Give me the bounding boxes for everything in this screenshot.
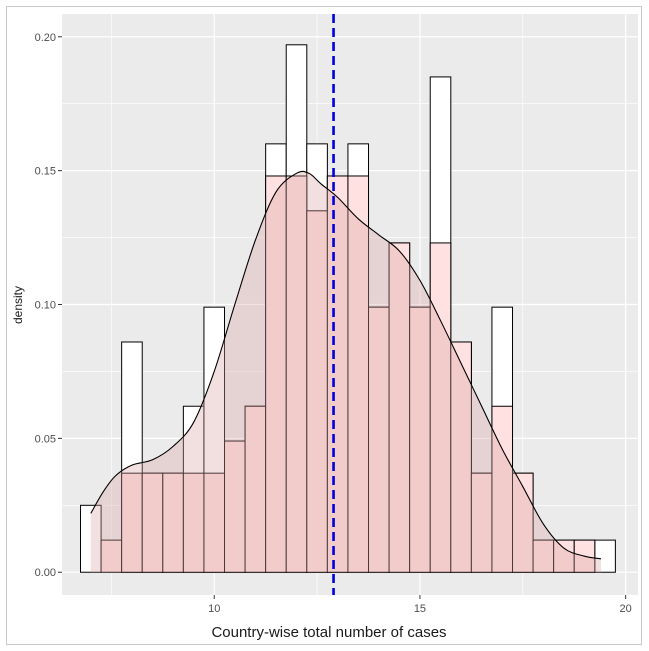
- density-curve: [90, 170, 602, 560]
- histogram-bar-pink: [450, 341, 472, 573]
- y-tick-label: 0.15: [35, 166, 56, 178]
- y-tick-label: 0.20: [35, 32, 56, 44]
- plot-frame: [6, 6, 642, 645]
- y-tick-label: 0.00: [35, 567, 56, 579]
- y-axis-title: density: [11, 286, 25, 324]
- x-axis: 10 15 20: [208, 595, 632, 615]
- x-axis-title: Country-wise total number of cases: [211, 624, 446, 641]
- x-tick-label: 15: [414, 603, 426, 615]
- y-tick-label: 0.10: [35, 300, 56, 312]
- y-axis: 0.00 0.05 0.10 0.15 0.20: [35, 32, 62, 579]
- histogram-bar-pink: [512, 472, 534, 573]
- histogram-bar: [80, 504, 102, 573]
- density-area: [90, 171, 601, 573]
- histogram-bars-pink: [100, 175, 596, 573]
- x-tick-label: 10: [208, 603, 220, 615]
- x-tick-label: 20: [620, 603, 632, 615]
- y-tick-label: 0.05: [35, 433, 56, 445]
